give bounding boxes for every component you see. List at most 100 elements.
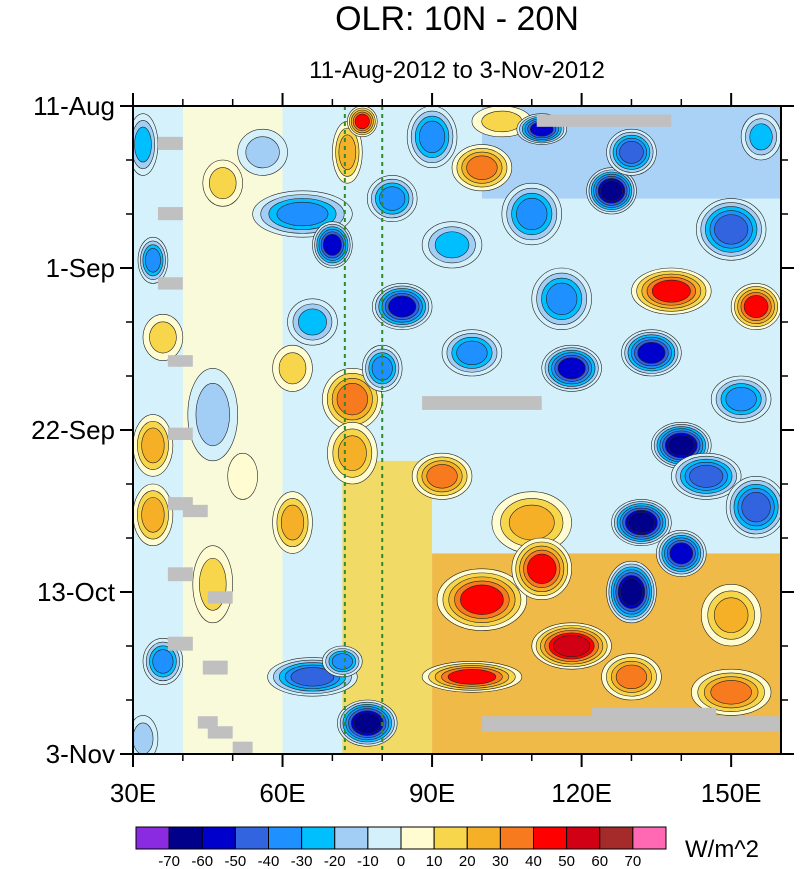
- olr-feature-31-ring-1: [481, 110, 523, 133]
- olr-feature-17-ring-2: [338, 134, 357, 171]
- olr-feature-52-ring-3: [725, 386, 757, 412]
- colorbar-swatch-9: [433, 826, 468, 850]
- olr-feature-16-ring-2: [298, 308, 327, 336]
- olr-feature-43-ring-4: [619, 140, 644, 164]
- olr-feature-40-ring-4: [527, 553, 557, 584]
- olr-feature-24-ring-3: [379, 186, 406, 211]
- colorbar-label-3: -40: [258, 853, 280, 869]
- missing-data-patch-13: [481, 716, 781, 732]
- colorbar-swatch-3: [234, 826, 269, 850]
- missing-data-patch-11: [167, 636, 193, 651]
- colorbar-swatch-7: [367, 826, 402, 850]
- missing-data-patch-14: [591, 707, 717, 720]
- olr-feature-37-ring-3: [546, 282, 578, 315]
- olr-feature-28-ring-2: [434, 231, 470, 259]
- olr-feature-23-ring-6: [353, 712, 381, 734]
- missing-data-patch-10: [207, 591, 233, 604]
- colorbar-label-9: 20: [459, 853, 476, 869]
- colorbar-units-label: W/m^2: [685, 836, 759, 863]
- colorbar-label-8: 10: [426, 853, 443, 869]
- y-tick-label-3: 13-Oct: [37, 577, 116, 607]
- y-tick-label-4: 3-Nov: [46, 739, 115, 769]
- olr-feature-55-ring-2: [713, 597, 749, 633]
- colorbar-label-11: 40: [525, 853, 542, 869]
- olr-feature-32-ring-3: [456, 340, 488, 366]
- olr-feature-13-ring-3: [276, 201, 329, 227]
- olr-feature-5-ring-3: [152, 649, 174, 674]
- colorbar-label-5: -20: [324, 853, 346, 869]
- colorbar-swatch-5: [301, 826, 336, 850]
- olr-feature-15-ring-5: [322, 233, 342, 256]
- x-tick-label-3: 120E: [551, 778, 612, 808]
- colorbar-label-7: 0: [397, 853, 405, 869]
- olr-feature-46-ring-6: [667, 434, 695, 456]
- missing-data-patch-9: [167, 567, 193, 582]
- colorbar-label-14: 70: [625, 853, 642, 869]
- olr-feature-57-ring-3: [615, 664, 648, 690]
- missing-data-patch-5: [422, 396, 542, 410]
- colorbar-swatch-0: [135, 826, 170, 850]
- plot-area: [133, 106, 781, 754]
- colorbar-swatch-10: [466, 826, 501, 850]
- olr-feature-6-ring-1: [133, 722, 154, 754]
- olr-feature-36-ring-3: [516, 197, 548, 231]
- colorbar-label-13: 60: [591, 853, 608, 869]
- olr-feature-26-ring-3: [371, 356, 393, 381]
- olr-feature-47-ring-4: [689, 464, 724, 488]
- y-axis: 11-Aug 1-Sep 22-Sep 13-Oct 3-Nov: [31, 91, 794, 769]
- colorbar-label-10: 30: [492, 853, 509, 869]
- colorbar-swatch-11: [499, 826, 534, 850]
- olr-feature-30-ring-3: [466, 155, 498, 180]
- chart-subtitle: 11-Aug-2012 to 3-Nov-2012: [309, 57, 605, 84]
- chart-title: OLR: 10N - 20N: [335, 0, 579, 38]
- y-tick-label-2: 22-Sep: [31, 415, 115, 445]
- olr-feature-0-ring-2: [134, 126, 152, 163]
- olr-feature-21-ring-4: [290, 667, 335, 687]
- missing-data-patch-17: [232, 741, 253, 754]
- olr-feature-58-ring-2: [749, 123, 773, 151]
- x-axis: 30E 60E 90E 120E 150E: [110, 93, 762, 808]
- olr-feature-45-ring-5: [637, 341, 666, 364]
- missing-data-patch-15: [197, 716, 218, 729]
- olr-feature-2-ring-1: [149, 321, 177, 354]
- olr-feature-34-ring-4: [447, 669, 497, 685]
- colorbar-label-4: -30: [291, 853, 313, 869]
- olr-feature-39-ring-2: [508, 504, 555, 541]
- olr-feature-12-ring-2: [280, 504, 305, 541]
- olr-feature-1-ring-3: [144, 248, 161, 273]
- olr-feature-14-ring-1: [278, 352, 307, 385]
- olr-feature-48-ring-6: [627, 512, 655, 534]
- x-tick-label-0: 30E: [110, 778, 156, 808]
- olr-feature-50-ring-6: [620, 578, 643, 606]
- olr-feature-10-ring-1: [245, 136, 280, 169]
- missing-data-patch-4: [167, 355, 193, 367]
- olr-feature-42-ring-6: [600, 180, 623, 202]
- colorbar-swatch-2: [201, 826, 236, 850]
- olr-feature-44-ring-4: [651, 279, 691, 303]
- olr-feature-22-ring-3: [331, 653, 353, 670]
- olr-feature-33-ring-4: [460, 584, 504, 615]
- colorbar-swatch-6: [334, 826, 369, 850]
- colorbar-swatch-8: [400, 826, 435, 850]
- missing-data-patch-12: [202, 660, 228, 675]
- colorbar: -70 -60 -50 -40 -30 -20 -10 0 10 20 30 40 50 60 70: [135, 826, 667, 869]
- olr-feature-18-ring-4: [354, 113, 370, 130]
- olr-feature-54-ring-4: [743, 295, 769, 318]
- olr-feature-38-ring-5: [557, 357, 586, 380]
- colorbar-swatch-15: [632, 826, 667, 850]
- olr-feature-53-ring-4: [741, 492, 771, 523]
- colorbar-label-6: -10: [357, 853, 379, 869]
- missing-data-patch-8: [182, 504, 208, 518]
- x-tick-label-1: 60E: [259, 778, 305, 808]
- olr-feature-20-ring-2: [337, 435, 367, 471]
- missing-data-patch-0: [536, 114, 672, 127]
- colorbar-swatch-1: [168, 826, 203, 850]
- missing-data-patch-2: [157, 207, 183, 221]
- missing-data-patch-1: [157, 136, 183, 150]
- x-tick-label-4: 150E: [701, 778, 762, 808]
- missing-data-patch-6: [167, 427, 193, 441]
- colorbar-label-12: 50: [558, 853, 575, 869]
- olr-feature-25-ring-5: [388, 295, 417, 318]
- olr-feature-29-ring-3: [426, 464, 458, 489]
